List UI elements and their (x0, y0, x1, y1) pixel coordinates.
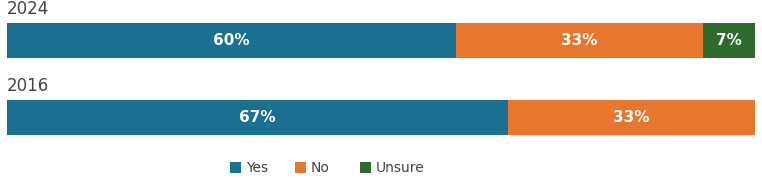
Text: 2024: 2024 (7, 0, 50, 18)
Bar (7, 100, 508, 135)
Text: Unsure: Unsure (376, 160, 424, 174)
Bar (360, 162, 371, 172)
Bar (230, 162, 241, 172)
Text: Yes: Yes (246, 160, 268, 174)
Bar (7, 23, 456, 58)
Bar (456, 23, 703, 58)
Bar (295, 162, 306, 172)
Bar (508, 100, 755, 135)
Text: 33%: 33% (561, 33, 597, 48)
Text: No: No (311, 160, 330, 174)
Text: 7%: 7% (716, 33, 741, 48)
Bar (703, 23, 755, 58)
Text: 33%: 33% (613, 110, 650, 125)
Text: 2016: 2016 (7, 77, 50, 95)
Text: 67%: 67% (239, 110, 276, 125)
Text: 60%: 60% (213, 33, 250, 48)
